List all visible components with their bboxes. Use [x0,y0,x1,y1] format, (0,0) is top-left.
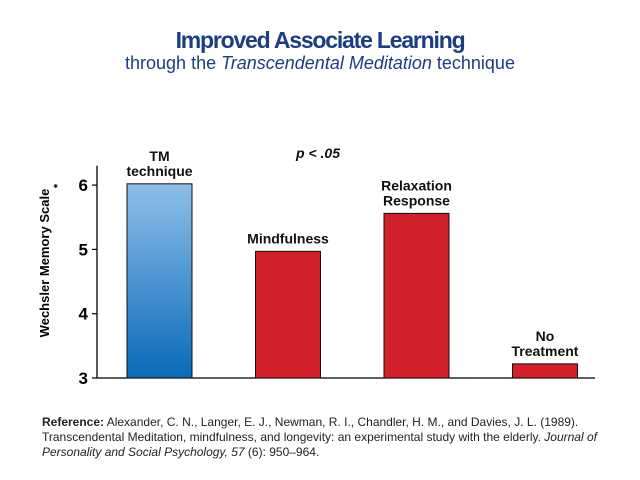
bar-label: No [536,328,555,344]
y-tick-label: 4 [79,305,89,324]
y-tick-label: 6 [79,176,88,195]
y-axis-label-mark: * [52,183,64,188]
bar-label: technique [126,163,192,179]
subtitle-italic: Transcendental Meditation [221,53,432,73]
subtitle-pre: through the [125,53,222,73]
significance-label: p < .05 [295,145,340,161]
y-tick-label: 3 [79,369,88,388]
chart-subtitle: through the Transcendental Meditation te… [0,53,640,74]
bar [383,212,450,379]
bar-label: Relaxation [381,177,452,193]
bar-label: TM [149,148,169,164]
reference-journal: Journal of Personality and Social Psycho… [42,430,597,459]
subtitle-post: technique [431,53,515,73]
reference-tail: (6): 950–964. [244,445,320,459]
bar-label: Treatment [512,343,579,359]
reference-label: Reference: [42,415,105,429]
y-tick-label: 5 [79,240,88,259]
bar-label: Response [383,192,450,208]
bar [512,363,578,379]
chart-title: Improved Associate Learning [175,27,466,53]
bar [126,183,193,379]
y-axis-label: Wechsler Memory Scale [37,189,52,338]
bar [255,250,321,379]
reference-text: Alexander, C. N., Langer, E. J., Newman,… [42,415,579,444]
reference: Reference: Alexander, C. N., Langer, E. … [42,415,602,460]
bar-label: Mindfulness [247,230,329,246]
